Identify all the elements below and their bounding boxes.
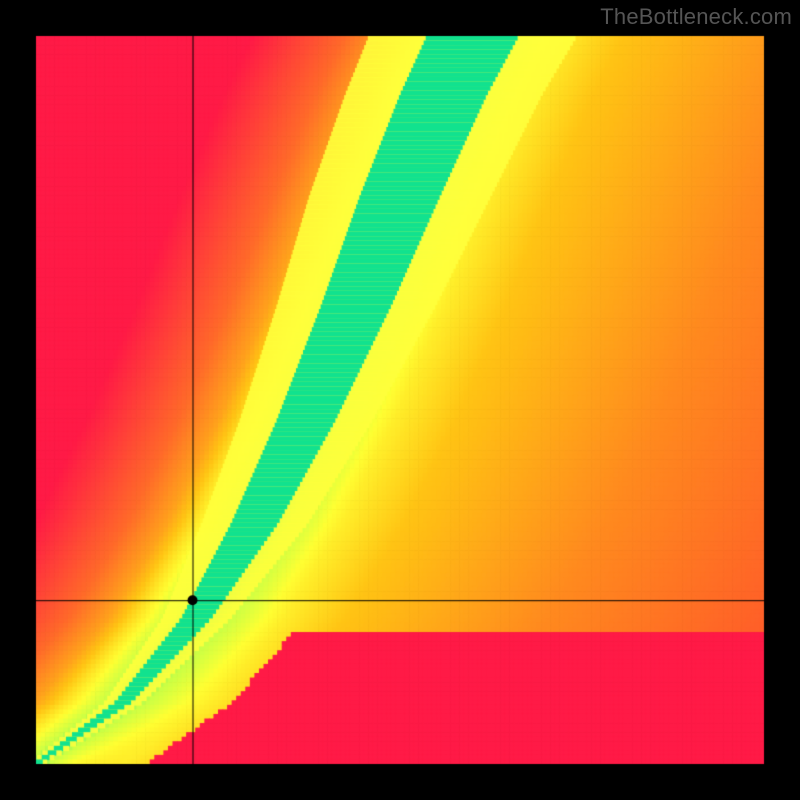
watermark-text: TheBottleneck.com xyxy=(600,4,792,30)
chart-container: TheBottleneck.com xyxy=(0,0,800,800)
bottleneck-heatmap xyxy=(0,0,800,800)
